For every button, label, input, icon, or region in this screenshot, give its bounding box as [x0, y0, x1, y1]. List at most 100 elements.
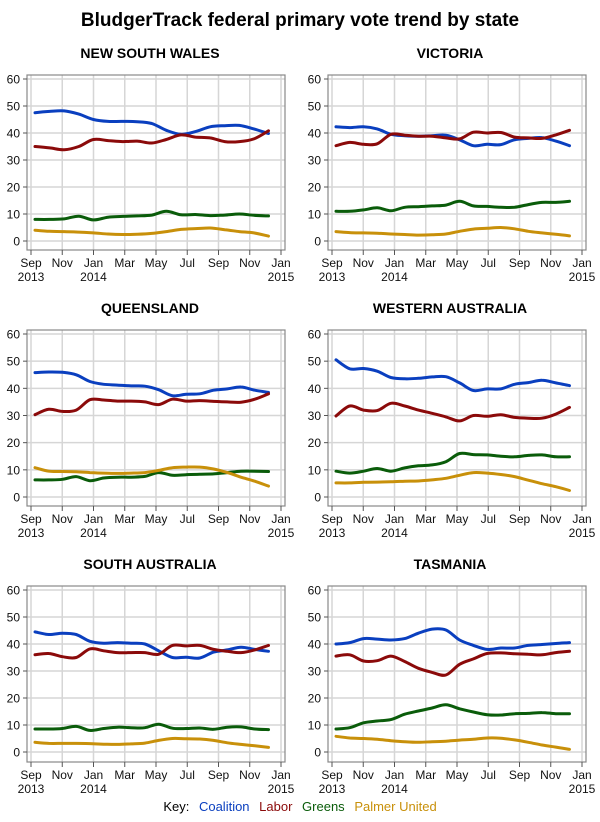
y-tick-label: 20: [7, 692, 21, 706]
x-tick-label: Nov: [353, 512, 374, 526]
x-tick-label: Jul: [180, 512, 195, 526]
panel-title-sa: SOUTH AUSTRALIA: [83, 556, 217, 572]
series-line-coalition: [334, 125, 571, 148]
x-tick-label: May: [145, 256, 168, 270]
x-tick-label: Sep: [208, 768, 230, 782]
x-tick-label: May: [145, 768, 168, 782]
x-tick-label: 2014: [381, 782, 408, 796]
x-tick-label: Nov: [540, 768, 561, 782]
x-tick-label: May: [446, 256, 469, 270]
y-tick-label: 20: [308, 692, 322, 706]
x-tick-label: 2015: [268, 270, 295, 284]
y-tick-label: 10: [7, 208, 21, 222]
y-tick-label: 20: [308, 181, 322, 195]
x-tick-label: 2015: [569, 270, 596, 284]
y-tick-label: 30: [308, 665, 322, 679]
x-tick-label: Nov: [353, 256, 374, 270]
x-tick-label: Mar: [114, 768, 135, 782]
panel-title-nsw: NEW SOUTH WALES: [80, 45, 220, 61]
series-line-greens: [334, 451, 571, 475]
x-tick-label: Mar: [415, 768, 436, 782]
x-tick-label: Sep: [208, 512, 230, 526]
x-tick-label: Jan: [385, 256, 404, 270]
y-tick-label: 0: [314, 235, 321, 249]
x-tick-label: 2015: [268, 526, 295, 540]
x-tick-label: Sep: [20, 256, 42, 270]
x-tick-label: Jan: [385, 768, 404, 782]
x-tick-label: 2013: [18, 526, 45, 540]
series-line-coalition: [334, 627, 571, 651]
y-tick-label: 20: [7, 436, 21, 450]
series-line-labor: [33, 129, 270, 152]
series-line-palmer-united: [334, 734, 571, 751]
x-tick-label: 2014: [80, 526, 107, 540]
y-tick-label: 30: [7, 409, 21, 423]
y-tick-label: 60: [308, 328, 322, 342]
x-tick-label: 2013: [319, 270, 346, 284]
x-tick-label: Nov: [540, 256, 561, 270]
series-line-coalition: [33, 630, 270, 660]
x-tick-label: Jul: [481, 256, 496, 270]
series-line-greens: [334, 199, 571, 213]
y-tick-label: 20: [7, 181, 21, 195]
x-tick-label: Jan: [385, 512, 404, 526]
x-tick-label: Jul: [481, 512, 496, 526]
y-tick-label: 50: [7, 355, 21, 369]
panel-title-tas: TASMANIA: [413, 556, 487, 572]
x-tick-label: Jan: [572, 768, 591, 782]
panel-title-vic: VICTORIA: [416, 45, 484, 61]
x-tick-label: Jul: [180, 256, 195, 270]
series-line-coalition: [33, 370, 270, 398]
y-tick-label: 50: [7, 611, 21, 625]
x-tick-label: Jan: [84, 768, 103, 782]
y-tick-label: 40: [7, 382, 21, 396]
y-tick-label: 50: [308, 611, 322, 625]
x-tick-label: 2015: [569, 526, 596, 540]
x-tick-label: Nov: [540, 512, 561, 526]
x-tick-label: Nov: [52, 256, 73, 270]
y-tick-label: 0: [314, 746, 321, 760]
x-tick-label: 2014: [381, 270, 408, 284]
y-tick-label: 30: [308, 409, 322, 423]
panel-title-wa: WESTERN AUSTRALIA: [372, 300, 528, 316]
x-tick-label: Jan: [572, 256, 591, 270]
x-tick-label: Mar: [415, 256, 436, 270]
series-line-labor: [33, 643, 270, 660]
x-tick-label: 2015: [569, 782, 596, 796]
x-tick-label: 2013: [18, 782, 45, 796]
x-tick-label: Nov: [353, 768, 374, 782]
x-tick-label: 2013: [18, 270, 45, 284]
series-line-palmer-united: [33, 226, 270, 238]
x-tick-label: 2014: [80, 782, 107, 796]
x-tick-label: Jul: [481, 768, 496, 782]
x-tick-label: Mar: [114, 256, 135, 270]
y-tick-label: 50: [308, 355, 322, 369]
series-line-coalition: [33, 109, 270, 136]
y-tick-label: 10: [7, 463, 21, 477]
series-line-labor: [334, 649, 571, 677]
y-tick-label: 40: [308, 127, 322, 141]
y-tick-label: 40: [308, 638, 322, 652]
series-line-coalition: [334, 358, 571, 393]
series-line-labor: [33, 392, 270, 417]
y-tick-label: 0: [314, 491, 321, 505]
main-title: BludgerTrack federal primary vote trend …: [80, 10, 520, 31]
series-line-palmer-united: [334, 225, 571, 238]
y-tick-label: 60: [7, 73, 21, 87]
x-tick-label: Nov: [239, 512, 260, 526]
y-tick-label: 0: [13, 491, 20, 505]
x-tick-label: May: [446, 512, 469, 526]
y-tick-label: 50: [308, 100, 322, 114]
series-line-greens: [334, 703, 571, 731]
x-tick-label: Jan: [271, 512, 290, 526]
y-tick-label: 30: [308, 154, 322, 168]
x-tick-label: Sep: [20, 512, 42, 526]
x-tick-label: Sep: [509, 256, 531, 270]
x-tick-label: Sep: [321, 256, 343, 270]
series-line-greens: [33, 209, 270, 222]
legend: Key: Coalition Labor Greens Palmer Unite…: [0, 799, 600, 814]
legend-entry-palmer-united: Palmer United: [354, 799, 437, 814]
y-tick-label: 10: [308, 208, 322, 222]
series-line-palmer-united: [33, 465, 270, 488]
